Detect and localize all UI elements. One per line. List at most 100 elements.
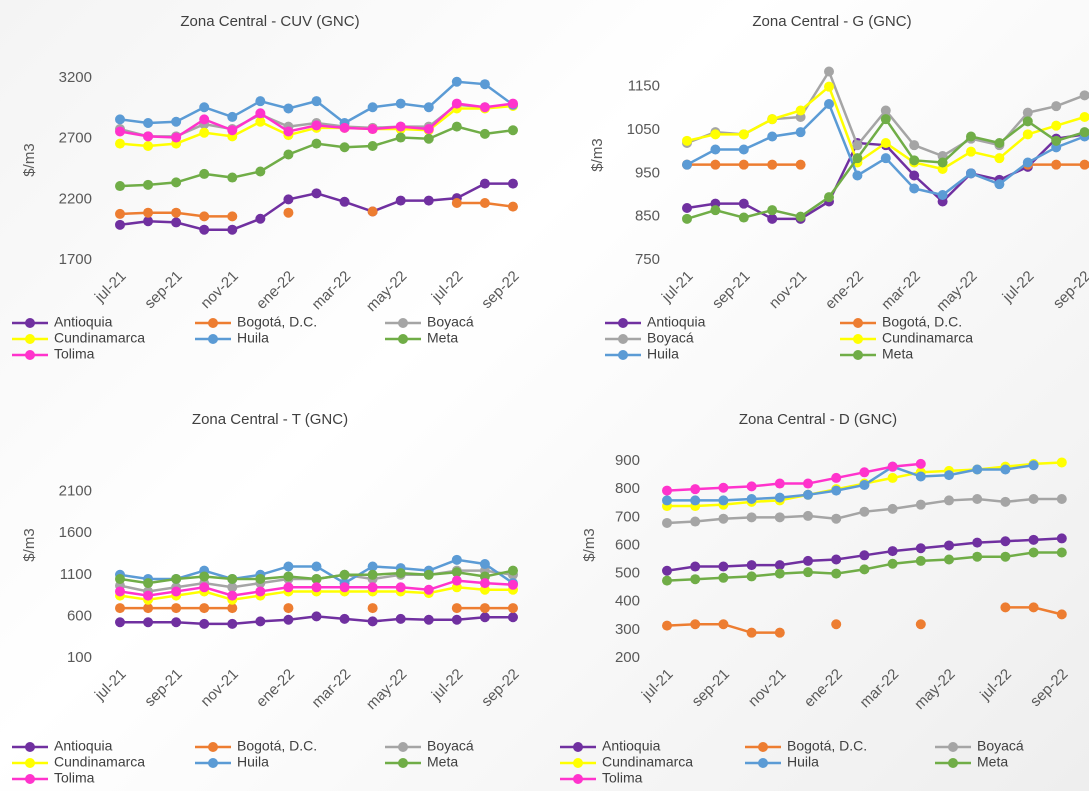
x-tick-label: sep-22 (1050, 268, 1089, 312)
data-point (367, 569, 378, 580)
data-point (767, 205, 778, 216)
x-tick-label: ene-22 (253, 268, 298, 313)
data-point (171, 617, 182, 628)
data-point (909, 140, 920, 151)
x-tick-label: jul-22 (999, 268, 1038, 307)
data-point (171, 573, 182, 584)
data-point (283, 194, 294, 205)
data-point (115, 586, 125, 597)
data-point (738, 198, 749, 209)
data-point (710, 159, 721, 170)
data-point (311, 611, 322, 622)
data-point (423, 584, 434, 595)
data-point (227, 603, 238, 614)
data-point (831, 568, 842, 579)
data-point (994, 138, 1005, 148)
y-tick-label: 750 (635, 251, 660, 268)
chart-panel: Zona Central - CUV (GNC) $/m3 1700 2200 2700… (12, 13, 523, 362)
data-point (915, 543, 926, 554)
chart-title: Zona Central - T (GNC) (192, 411, 348, 428)
data-point (690, 574, 701, 585)
legend-label: Huila (787, 754, 819, 770)
data-point (767, 159, 778, 170)
x-tick-label: may-22 (933, 268, 980, 315)
x-tick-label: ene-22 (801, 666, 846, 711)
data-point (944, 554, 954, 565)
data-point (1028, 547, 1039, 558)
x-tick-label: nov-21 (745, 666, 789, 710)
data-point (507, 125, 518, 136)
data-point (915, 619, 926, 630)
data-point (367, 582, 378, 593)
data-point (255, 166, 266, 177)
data-point (227, 125, 238, 136)
legend-label: Antioquia (602, 738, 661, 754)
legend-label: Bogotá, D.C. (237, 314, 317, 330)
data-point (199, 603, 210, 614)
x-tick-label: ene-22 (253, 666, 298, 711)
legend-label: Tolima (54, 346, 95, 362)
data-point (994, 179, 1005, 190)
data-point (507, 98, 518, 109)
legend-marker (853, 334, 863, 344)
data-point (311, 96, 322, 107)
data-point (1028, 602, 1039, 613)
data-point (774, 627, 785, 638)
data-point (339, 142, 350, 153)
data-point (171, 207, 182, 218)
chart-title: Zona Central - G (GNC) (752, 13, 911, 30)
data-point (199, 582, 210, 593)
legend-label: Tolima (602, 770, 643, 786)
data-point (803, 478, 813, 489)
legend-label: Huila (237, 754, 269, 770)
data-point (803, 567, 813, 578)
legend-label: Boyacá (427, 738, 474, 754)
data-point (852, 153, 863, 164)
data-point (795, 127, 806, 138)
legend-label: Boyacá (977, 738, 1024, 754)
legend-label: Cundinamarca (54, 330, 145, 346)
y-tick-label: 1050 (627, 121, 660, 138)
data-point (395, 582, 406, 593)
data-point (909, 155, 920, 166)
data-point (972, 494, 983, 505)
data-point (859, 467, 870, 478)
data-point (909, 183, 920, 194)
data-point (227, 172, 238, 183)
chart-panel: Zona Central - T (GNC) $/m3 100 600 1100 1600… (12, 411, 523, 786)
data-point (507, 178, 518, 189)
data-point (143, 117, 154, 128)
data-point (795, 159, 806, 170)
legend-marker (25, 774, 35, 784)
data-point (339, 122, 350, 133)
data-point (255, 586, 266, 597)
data-point (738, 159, 749, 170)
data-point (915, 555, 926, 566)
data-point (880, 138, 891, 148)
data-point (423, 124, 434, 135)
data-point (746, 560, 757, 571)
series-line (666, 462, 921, 492)
data-point (1051, 120, 1062, 131)
legend-label: Antioquia (647, 314, 706, 330)
legend-label: Bogotá, D.C. (237, 738, 317, 754)
data-point (972, 464, 983, 475)
data-point (479, 128, 490, 139)
data-point (311, 188, 322, 199)
legend-label: Meta (427, 754, 458, 770)
y-tick-label: 200 (615, 649, 640, 666)
data-point (395, 121, 406, 132)
data-point (1022, 116, 1033, 127)
x-tick-label: jul-22 (428, 268, 467, 307)
x-tick-label: sep-21 (141, 268, 185, 312)
data-point (311, 561, 322, 572)
data-point (682, 135, 692, 146)
data-point (367, 616, 378, 627)
x-tick-label: mar-22 (309, 268, 355, 314)
data-point (479, 612, 490, 623)
data-point (774, 492, 785, 503)
data-point (507, 612, 518, 623)
data-point (507, 603, 518, 614)
data-point (682, 203, 692, 213)
data-point (767, 131, 778, 142)
